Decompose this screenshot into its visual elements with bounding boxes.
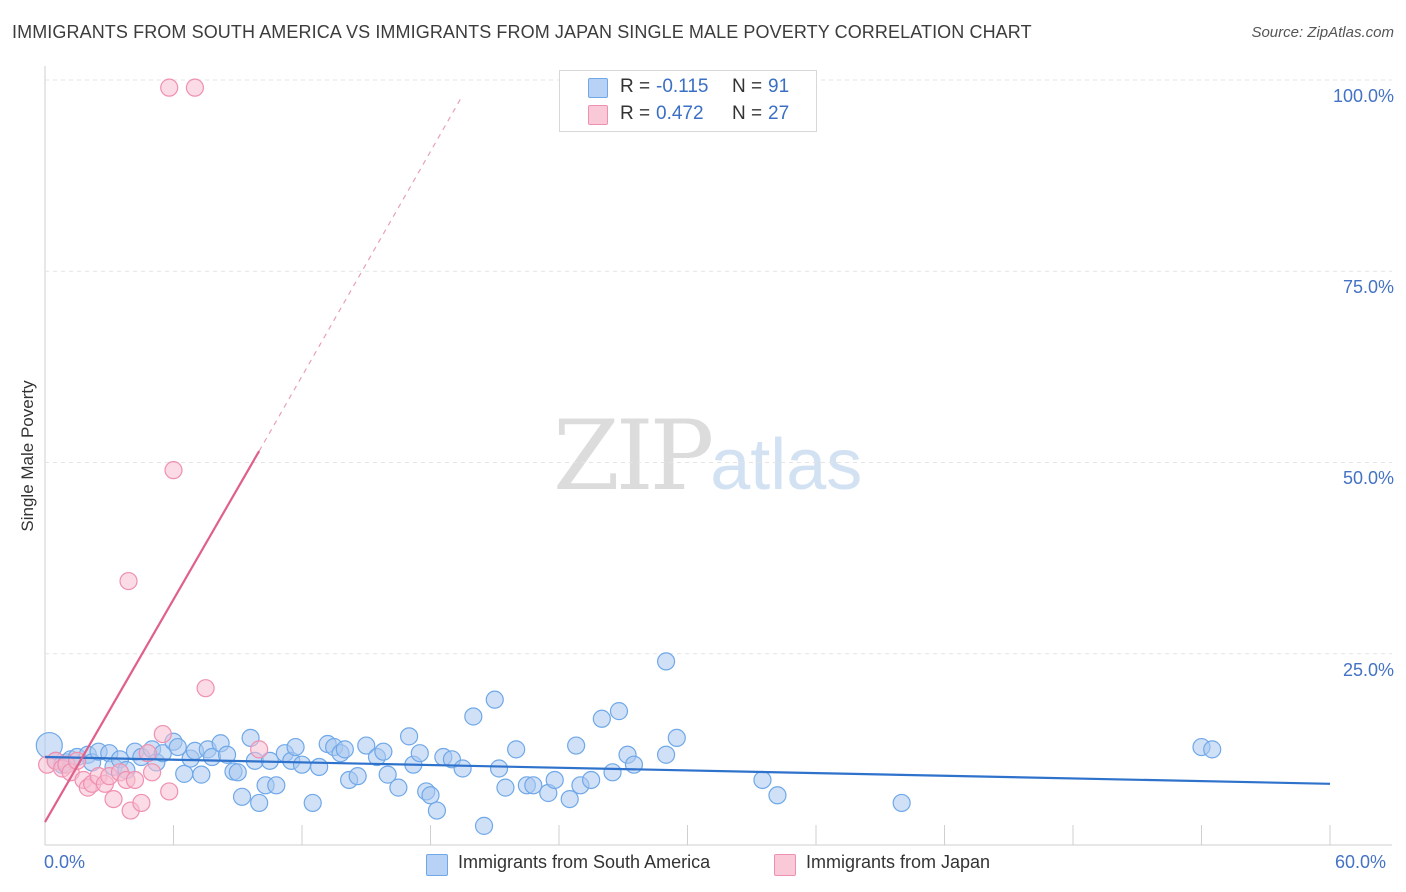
point-japan (104, 789, 123, 809)
point-south-america (427, 801, 447, 820)
trendline-japan (44, 450, 261, 823)
point-south-america (667, 728, 686, 748)
point-south-america (348, 767, 367, 786)
point-south-america (335, 740, 354, 759)
point-south-america (192, 765, 211, 784)
source-label: Source: ZipAtlas.com (1251, 24, 1394, 41)
point-south-america (560, 789, 579, 809)
point-south-america (250, 793, 269, 813)
point-japan (250, 740, 269, 759)
legend-r-value: 0.472 (656, 103, 704, 124)
point-japan (125, 770, 145, 790)
legend: R = -0.115 N = 91 R = 0.472 N = 27 (559, 70, 817, 132)
point-south-america (453, 759, 472, 778)
legend-swatch (588, 78, 608, 98)
chart-title: IMMIGRANTS FROM SOUTH AMERICA VS IMMIGRA… (12, 22, 1032, 42)
point-japan (160, 78, 179, 97)
bottom-legend-swatch (426, 854, 448, 876)
point-south-america (507, 740, 526, 759)
point-south-america (292, 755, 312, 774)
point-south-america (303, 793, 322, 813)
y-tick-label: 100.0% (1332, 86, 1394, 106)
point-south-america (768, 786, 787, 805)
point-japan (185, 78, 205, 97)
point-south-america (267, 776, 286, 795)
point-japan (119, 571, 138, 591)
point-japan (160, 782, 179, 801)
point-japan (132, 793, 151, 813)
legend-row-japan: R = 0.472 N = 27 (560, 102, 816, 126)
point-south-america (232, 787, 252, 806)
point-south-america (168, 737, 187, 757)
legend-r-value: -0.115 (656, 76, 709, 97)
trendline-south-america (44, 755, 1331, 785)
x-tick-label: 0.0% (44, 852, 86, 872)
point-south-america (485, 690, 504, 709)
point-south-america (310, 757, 329, 777)
point-south-america (217, 745, 237, 764)
legend-row-south-america: R = -0.115 N = 91 (560, 75, 816, 99)
point-south-america (582, 770, 601, 790)
bottom-legend-label: Immigrants from Japan (806, 852, 991, 872)
point-south-america (1203, 740, 1222, 759)
point-south-america (228, 763, 247, 782)
bottom-legend-label: Immigrants from South America (458, 852, 711, 872)
y-tick-label: 50.0% (1342, 468, 1394, 488)
point-south-america (286, 737, 305, 757)
point-south-america (464, 707, 483, 726)
point-south-america (474, 816, 494, 835)
legend-n-label: N = (732, 76, 763, 97)
point-south-america (421, 786, 440, 805)
point-south-america (603, 763, 622, 782)
legend-n-value: 91 (768, 76, 790, 97)
y-tick-label: 75.0% (1342, 277, 1394, 297)
point-south-america (374, 742, 393, 761)
point-south-america (656, 652, 676, 671)
x-tick-label: 60.0% (1335, 852, 1387, 872)
trendline-japan-extension (258, 95, 464, 452)
legend-n-label: N = (732, 103, 763, 124)
point-south-america (624, 755, 644, 774)
point-south-america (892, 793, 911, 813)
point-south-america (175, 764, 194, 783)
point-south-america (489, 759, 509, 778)
point-south-america (410, 744, 429, 763)
point-south-america (545, 770, 564, 790)
point-japan (153, 724, 172, 744)
point-japan (138, 744, 157, 763)
y-tick-label: 25.0% (1342, 660, 1394, 680)
legend-r-label: R = (620, 76, 651, 97)
point-south-america (357, 736, 376, 755)
point-south-america (753, 770, 772, 790)
legend-r-label: R = (620, 103, 651, 124)
point-south-america (496, 778, 515, 797)
point-south-america (656, 745, 676, 764)
point-japan (142, 763, 162, 782)
point-south-america (609, 702, 629, 721)
bottom-legend-swatch (774, 854, 796, 876)
point-south-america (592, 709, 611, 728)
legend-n-value: 27 (768, 103, 790, 124)
legend-swatch (588, 105, 608, 125)
point-japan (196, 679, 215, 698)
point-south-america (389, 778, 408, 797)
point-south-america (524, 776, 543, 795)
point-japan (164, 461, 183, 480)
point-south-america (399, 727, 419, 746)
point-south-america (378, 765, 397, 784)
point-south-america (567, 736, 586, 755)
